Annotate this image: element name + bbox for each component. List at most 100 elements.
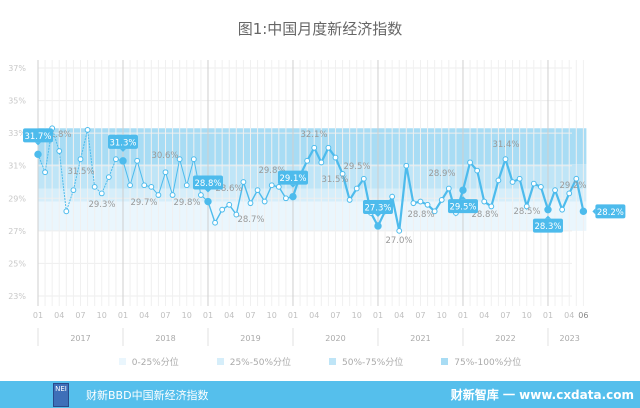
footer-bar: NEI 财新BBD中国新经济指数 财新智库 一 www.cxdata.com	[0, 381, 640, 408]
y-tick-label: 31%	[8, 162, 26, 171]
data-point	[254, 187, 261, 194]
x-tick-label: 01	[543, 311, 553, 320]
x-tick-label: 06	[578, 311, 588, 320]
highlight-label-box	[277, 170, 308, 185]
x-tick-label: 04	[309, 311, 319, 320]
data-point	[459, 186, 467, 194]
legend-label: 0-25%分位	[131, 358, 179, 368]
legend-label: 25%-50%分位	[229, 358, 291, 368]
legend-item-0-25[interactable]: 0-25%分位	[118, 355, 179, 368]
data-annotation: 31.4%	[492, 140, 519, 150]
data-point	[268, 182, 275, 189]
x-tick-label: 01	[203, 311, 213, 320]
data-point	[148, 183, 155, 190]
data-annotation: 29.8%	[173, 198, 200, 208]
data-annotation: 29.5%	[343, 162, 370, 172]
legend: 0-25%分位 25%-50%分位 50%-75%分位 75%-100%分位	[0, 355, 640, 368]
data-point	[488, 203, 495, 210]
data-point	[304, 157, 311, 164]
line-chart: 23% 25% 27% 29% 31% 33% 35% 37% 01 04 07 10 01 04 07 10…	[8, 60, 626, 346]
band-50%-75%分位	[38, 164, 587, 189]
highlight-label-box	[362, 199, 393, 214]
data-point	[127, 182, 133, 189]
data-point	[84, 126, 91, 133]
data-point	[34, 150, 42, 159]
highlight-label-box	[23, 128, 53, 143]
data-point	[275, 183, 282, 190]
y-tick-label: 37%	[8, 64, 26, 73]
legend-item-50-75[interactable]: 50%-75%分位	[329, 355, 403, 368]
highlight-label-box	[107, 134, 138, 149]
data-annotation: 31.5%	[67, 167, 94, 177]
legend-item-75-100[interactable]: 75%-100%分位	[441, 355, 521, 368]
data-annotation: 28.8%	[471, 210, 498, 220]
x-tick-label: 10	[522, 311, 532, 320]
y-tick-label: 35%	[8, 97, 26, 106]
legend-item-25-50[interactable]: 25%-50%分位	[216, 355, 291, 368]
x-tick-label: 07	[500, 311, 510, 320]
x-tick-label: 10	[97, 311, 107, 320]
data-point	[438, 197, 445, 203]
data-point	[467, 159, 473, 166]
data-point	[360, 175, 367, 182]
legend-swatch	[329, 358, 336, 365]
data-point	[212, 219, 218, 226]
data-annotation: 31.5%	[321, 175, 348, 185]
x-tick-label: 01	[288, 311, 298, 320]
year-label: 2017	[70, 334, 90, 343]
data-point	[56, 148, 63, 154]
y-tick-label: 33%	[8, 129, 26, 138]
data-point	[105, 174, 112, 181]
highlight-label: 31.3%	[107, 134, 138, 152]
source-label: 财新BBD中国新经济指数	[86, 389, 209, 402]
data-point	[573, 175, 580, 182]
band-25%-50%分位	[38, 188, 587, 202]
highlight-label: 31.7%	[23, 128, 53, 146]
data-point	[176, 156, 183, 163]
data-point	[226, 201, 233, 208]
pointer	[119, 148, 126, 152]
highlight-label: 28.8%	[192, 175, 223, 193]
data-point	[233, 211, 240, 218]
data-annotation: 28.8%	[407, 210, 434, 220]
data-point	[77, 156, 84, 163]
data-point	[566, 190, 573, 197]
legend-swatch	[441, 358, 449, 365]
data-point	[374, 222, 382, 230]
data-annotation: 28.9%	[428, 169, 455, 179]
x-tick-label: 10	[267, 311, 277, 320]
year-label: 2023	[560, 334, 580, 343]
data-point	[445, 185, 452, 192]
data-point	[417, 198, 424, 205]
x-tick-label: 01	[33, 311, 43, 320]
data-point	[396, 227, 403, 234]
pointer	[592, 208, 596, 215]
data-point	[431, 208, 438, 215]
x-tick-label: 10	[182, 311, 192, 320]
data-point	[219, 206, 226, 213]
data-annotation: 27.0%	[385, 236, 412, 246]
band-0-25%分位	[38, 201, 587, 231]
data-point	[481, 198, 488, 205]
x-tick-label: 10	[352, 311, 362, 320]
data-point	[339, 170, 346, 177]
x-tick-label: 04	[54, 311, 64, 320]
highlight-label-text: 28.3%	[534, 222, 561, 232]
data-point	[389, 193, 396, 200]
highlight-label-box	[447, 199, 478, 214]
legend-swatch	[216, 358, 224, 365]
x-tick-label: 04	[394, 311, 404, 320]
data-annotation: 29.3%	[88, 200, 115, 210]
pointer	[204, 189, 211, 193]
data-annotation: 28.7%	[237, 215, 264, 225]
highlight-label-box	[595, 204, 626, 219]
data-point	[311, 144, 318, 151]
legend-label: 50%-75%分位	[342, 358, 404, 368]
pointer	[544, 215, 551, 219]
x-tick-label: 04	[479, 311, 489, 320]
x-tick-label: 07	[160, 311, 170, 320]
highlight-label-box	[192, 175, 223, 190]
highlight-label: 27.3%	[362, 199, 393, 217]
year-label: 2020	[325, 334, 345, 343]
data-point	[424, 201, 431, 208]
